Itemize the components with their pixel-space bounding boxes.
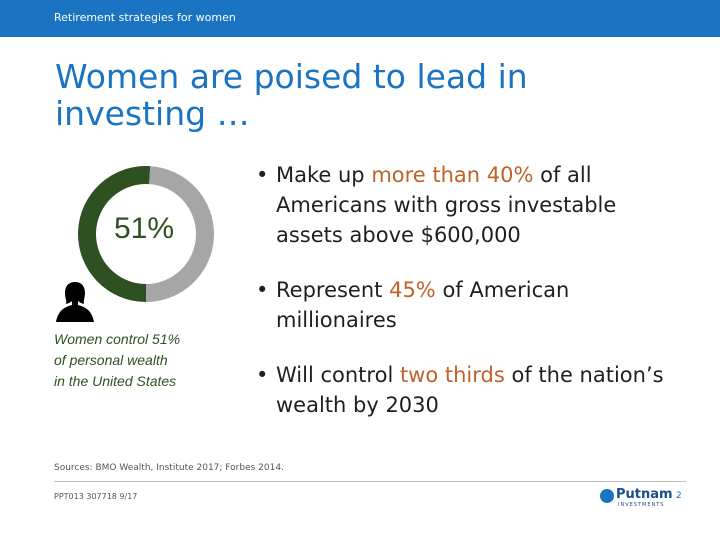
- sources-note: Sources: BMO Wealth, Institute 2017; For…: [54, 463, 284, 473]
- caption-line: Women control 51%: [54, 331, 181, 347]
- bullet-text: of the nation’s wealth by 2030: [276, 363, 664, 417]
- bullet-dot: •: [256, 278, 269, 302]
- donut-center-label: 51%: [114, 212, 175, 245]
- bullet-dot: •: [256, 163, 269, 187]
- bullet-highlight: 45%: [389, 278, 436, 302]
- bullet-text: of American millionaires: [276, 278, 570, 332]
- bullet-text: Will control: [276, 363, 400, 387]
- woman-silhouette-icon: [56, 282, 94, 322]
- bullet-text: Make up: [276, 163, 372, 187]
- header-bar: Retirement strategies for women: [0, 0, 720, 37]
- logo-mark: [600, 489, 614, 503]
- footer-divider: [54, 481, 686, 482]
- bullet-highlight: more than 40%: [371, 163, 534, 187]
- putnam-logo-icon: Putnam INVESTMENTS: [600, 487, 673, 508]
- donut-chart: [78, 166, 214, 302]
- caption-line: of personal wealth: [54, 352, 168, 368]
- bullet-text: of all Americans with gross investable a…: [276, 163, 617, 247]
- bullet-list: • Make up more than 40% of all Americans…: [256, 160, 686, 420]
- caption-line: in the United States: [54, 373, 177, 389]
- donut-slice-other: [146, 166, 214, 302]
- logo-text: Putnam: [616, 487, 673, 502]
- bullet-item: • Make up more than 40% of all Americans…: [256, 160, 686, 250]
- donut-slice-women: [78, 166, 151, 302]
- logo-subtext: INVESTMENTS: [618, 502, 665, 508]
- bullet-highlight: two thirds: [399, 363, 505, 387]
- document-code: PPT013 307718 9/17: [54, 492, 138, 501]
- bullet-text: Represent: [276, 278, 390, 302]
- bullet-item: • Will control two thirds of the nation’…: [256, 360, 686, 420]
- bullet-item: • Represent 45% of American millionaires: [256, 275, 686, 335]
- page-number: 2: [676, 491, 682, 501]
- wealth-caption: Women control 51% of personal wealth in …: [54, 329, 229, 392]
- slide-title: Women are poised to lead in investing …: [55, 57, 528, 133]
- bullet-dot: •: [256, 363, 269, 387]
- header-text: Retirement strategies for women: [54, 11, 236, 24]
